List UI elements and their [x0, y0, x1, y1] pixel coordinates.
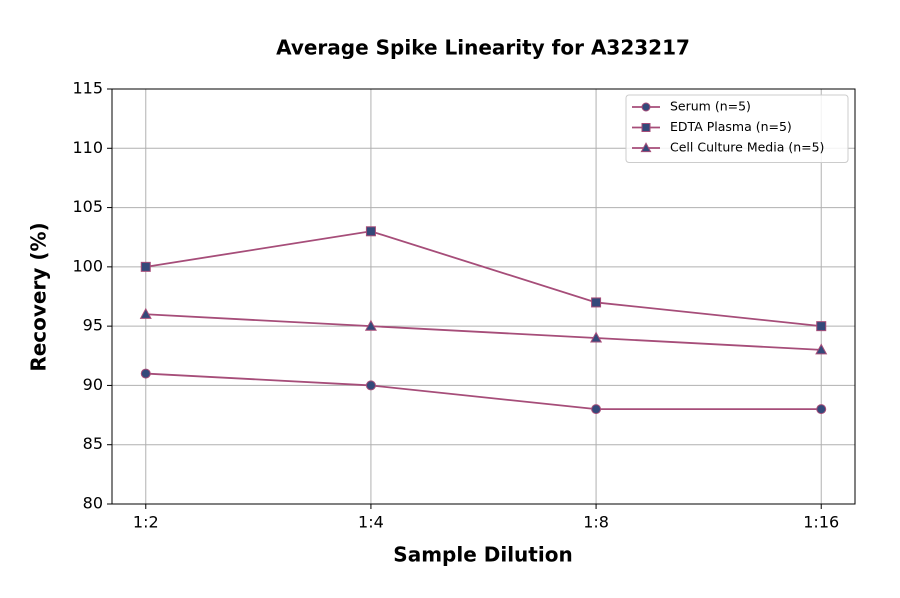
- y-tick-label: 90: [83, 375, 103, 394]
- marker: [140, 368, 151, 379]
- marker: [365, 226, 376, 237]
- marker: [641, 123, 651, 132]
- y-axis-label: Recovery (%): [27, 222, 51, 371]
- series-line: [145, 313, 822, 351]
- y-tick-label: 85: [83, 434, 103, 453]
- chart-title: Average Spike Linearity for A323217: [276, 36, 690, 60]
- y-tick-label: 100: [72, 256, 103, 275]
- plot: [139, 226, 828, 415]
- legend-label: EDTA Plasma (n=5): [670, 119, 792, 134]
- marker: [640, 142, 652, 153]
- series-line: [145, 230, 822, 328]
- marker: [816, 404, 827, 415]
- x-tick-label: 1:4: [358, 513, 384, 532]
- plot-frame: [111, 88, 856, 505]
- marker: [641, 102, 651, 112]
- marker: [591, 297, 602, 308]
- marker: [364, 319, 377, 331]
- y-tick-label: 105: [72, 197, 103, 216]
- marker: [365, 380, 376, 391]
- y-tick-label: 110: [72, 138, 103, 157]
- marker: [815, 343, 828, 355]
- marker: [590, 331, 603, 343]
- x-tick-label: 1:8: [583, 513, 609, 532]
- marker: [816, 321, 827, 332]
- x-axis-label: Sample Dilution: [393, 543, 572, 567]
- legend-box: [625, 94, 849, 163]
- y-tick-label: 95: [83, 316, 103, 335]
- y-tick-label: 80: [83, 494, 103, 513]
- legend: Serum (n=5) EDTA Plasma (n=5) Cell Culture…: [625, 94, 849, 163]
- marker: [140, 261, 151, 272]
- legend-label: Serum (n=5): [670, 99, 751, 114]
- x-tick-label: 1:2: [133, 513, 159, 532]
- x-tick-label: 1:16: [803, 513, 839, 532]
- series-line: [145, 372, 822, 411]
- y-tick-label: 115: [72, 79, 103, 98]
- marker: [591, 404, 602, 415]
- legend-label: Cell Culture Media (n=5): [670, 140, 824, 155]
- marker: [139, 307, 152, 319]
